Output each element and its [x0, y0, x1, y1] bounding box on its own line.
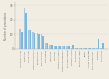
Bar [45, 43, 47, 49]
Bar [71, 48, 72, 49]
Bar [59, 46, 61, 49]
Bar [79, 48, 81, 49]
Bar [30, 30, 31, 49]
Bar [49, 45, 51, 49]
Bar [38, 34, 40, 49]
Bar [21, 32, 23, 49]
Bar [88, 48, 89, 49]
Bar [68, 46, 70, 49]
Bar [51, 45, 53, 49]
Bar [85, 48, 87, 49]
Bar [20, 29, 21, 49]
Bar [24, 8, 25, 49]
Bar [37, 33, 38, 49]
Bar [66, 46, 68, 49]
Bar [96, 48, 98, 49]
Bar [83, 48, 85, 49]
Bar [89, 48, 91, 49]
Bar [55, 46, 57, 49]
Bar [98, 39, 99, 49]
Bar [94, 48, 95, 49]
Bar [28, 30, 30, 49]
Bar [54, 46, 55, 49]
Bar [72, 45, 74, 49]
Bar [100, 48, 102, 49]
Bar [42, 36, 44, 49]
Bar [77, 48, 78, 49]
Bar [64, 46, 65, 49]
Bar [58, 46, 59, 49]
Bar [102, 43, 104, 49]
Bar [75, 48, 77, 49]
Bar [32, 32, 34, 49]
Bar [62, 46, 64, 49]
Bar [47, 43, 48, 49]
Bar [25, 13, 27, 49]
Bar [92, 48, 94, 49]
Bar [81, 48, 82, 49]
Bar [41, 34, 42, 49]
Y-axis label: Number of procedures: Number of procedures [4, 12, 8, 40]
Bar [34, 33, 36, 49]
